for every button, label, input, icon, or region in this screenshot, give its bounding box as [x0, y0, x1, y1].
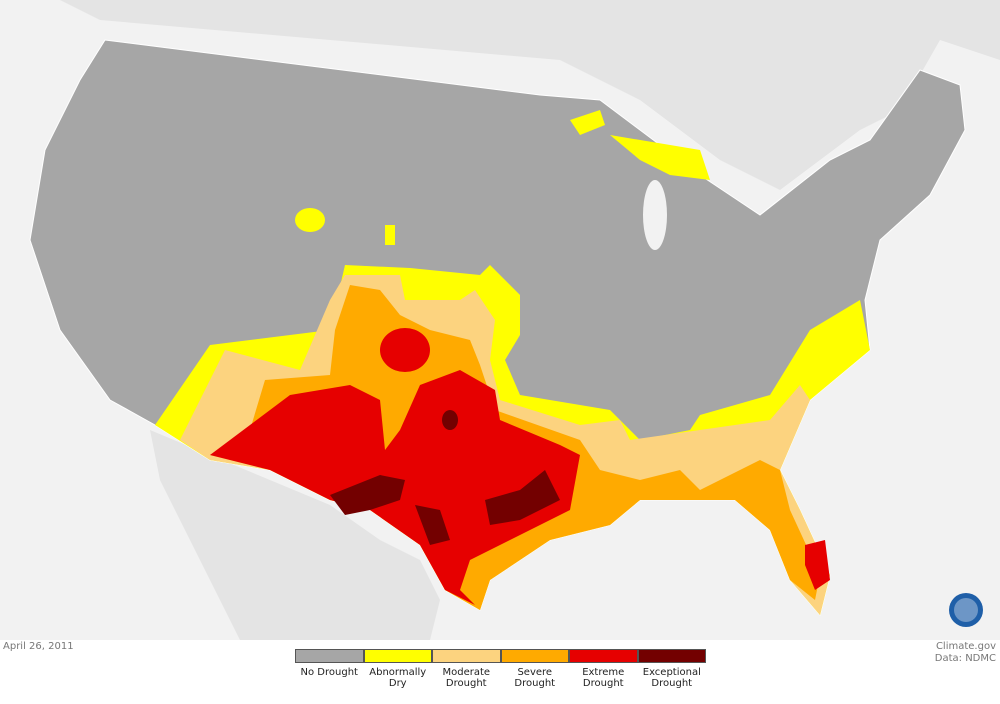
legend-label: No Drought	[300, 667, 358, 678]
credit: Climate.gov Data: NDMC	[935, 641, 996, 665]
legend-swatch	[500, 649, 569, 663]
legend-item: No Drought	[295, 649, 364, 689]
noaa-logo-inner	[954, 598, 978, 622]
mexico	[150, 430, 440, 640]
drought-area	[210, 327, 830, 605]
legend-label: Exceptional Drought	[642, 667, 701, 689]
lake-michigan	[643, 180, 667, 250]
legend-label: Severe Drought	[514, 667, 556, 689]
legend-swatch	[363, 649, 432, 663]
legend-swatch	[432, 649, 501, 663]
drought-area	[330, 410, 560, 545]
legend-item: Abnormally Dry	[363, 649, 432, 689]
legend-item: Severe Drought	[500, 649, 569, 689]
legend-item: Moderate Drought	[432, 649, 501, 689]
legend-item: Extreme Drought	[569, 649, 638, 689]
map-date: April 26, 2011	[3, 641, 74, 652]
legend-swatch	[569, 649, 638, 663]
legend-label: Extreme Drought	[582, 667, 625, 689]
legend: No Drought Abnormally Dry Moderate Drought…	[295, 649, 706, 689]
legend-item: Exceptional Drought	[637, 649, 706, 689]
drought-map	[0, 0, 1000, 640]
noaa-logo	[949, 593, 983, 627]
credit-site: Climate.gov	[935, 641, 996, 652]
legend-swatch	[637, 649, 706, 663]
canada	[0, 0, 1000, 190]
legend-label: Moderate Drought	[442, 667, 491, 689]
legend-label: Abnormally Dry	[369, 667, 427, 689]
legend-swatch	[295, 649, 364, 663]
credit-source: Data: NDMC	[934, 653, 996, 664]
